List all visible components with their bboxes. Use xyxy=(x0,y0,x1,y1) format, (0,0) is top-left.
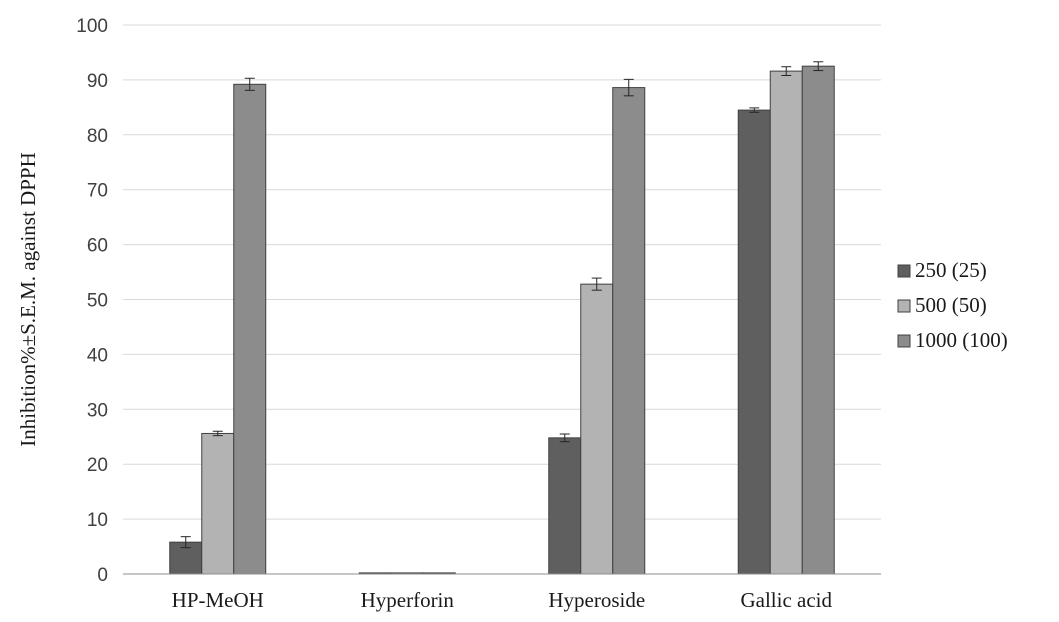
legend-swatch xyxy=(897,334,911,348)
legend-swatch xyxy=(897,264,911,278)
y-tick-label: 90 xyxy=(87,71,108,92)
y-tick-label: 100 xyxy=(76,16,108,37)
legend-label: 250 (25) xyxy=(915,258,987,282)
bars xyxy=(169,65,835,575)
axes: 0 10 20 30 40 50 60 70 80 90 100 HP-MeOH Hyperforin H… xyxy=(76,16,881,612)
error-bars xyxy=(180,61,824,549)
bar xyxy=(548,437,582,575)
bar xyxy=(580,283,614,575)
y-tick-label: 50 xyxy=(87,291,108,312)
x-tick-label: HP-MeOH xyxy=(172,588,264,612)
y-tick-label: 70 xyxy=(87,181,108,202)
bar xyxy=(612,87,646,575)
x-tick-label: Gallic acid xyxy=(740,588,832,612)
y-axis-title: Inhibition%±S.E.M. against DPPH xyxy=(16,152,40,446)
bar xyxy=(233,83,267,575)
y-tick-label: 30 xyxy=(87,400,108,421)
legend-label: 500 (50) xyxy=(915,293,987,317)
bar xyxy=(801,65,835,575)
bar xyxy=(201,432,235,575)
y-tick-label: 60 xyxy=(87,236,108,257)
y-tick-label: 20 xyxy=(87,455,108,476)
bar xyxy=(769,70,803,575)
y-tick-label: 80 xyxy=(87,126,108,147)
y-tick-label: 10 xyxy=(87,510,108,531)
x-tick-label: Hyperoside xyxy=(548,588,645,612)
legend-swatch xyxy=(897,299,911,313)
legend-label: 1000 (100) xyxy=(915,328,1008,352)
y-tick-label: 0 xyxy=(97,565,108,586)
y-tick-label: 40 xyxy=(87,345,108,366)
x-tick-label: Hyperforin xyxy=(361,588,455,612)
bar xyxy=(737,109,771,575)
legend: 250 (25) 500 (50) 1000 (100) xyxy=(897,258,1008,352)
